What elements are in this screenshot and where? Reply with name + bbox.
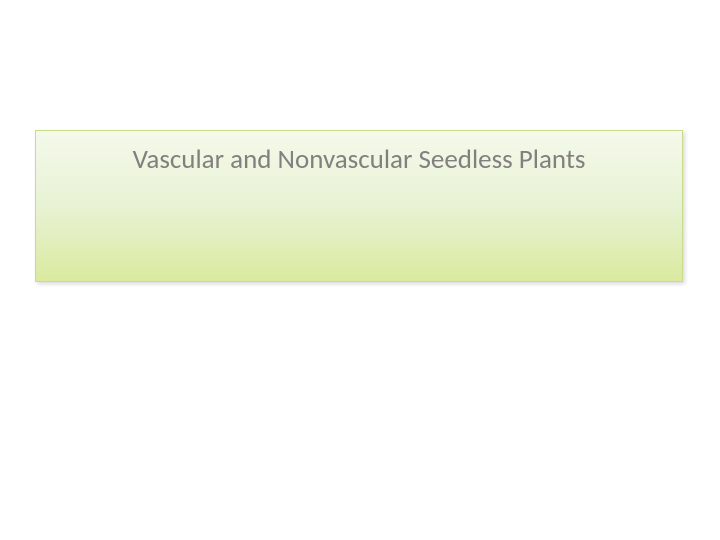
- title-box: Vascular and Nonvascular Seedless Plants: [35, 130, 683, 282]
- slide-title: Vascular and Nonvascular Seedless Plants: [36, 131, 682, 176]
